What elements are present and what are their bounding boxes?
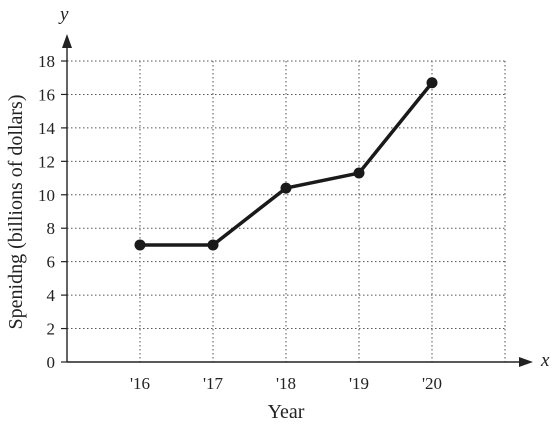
x-axis-title: Year — [268, 401, 305, 423]
data-point — [353, 167, 365, 179]
y-tick-label: 0 — [47, 353, 56, 372]
y-tick-label: 8 — [47, 219, 56, 238]
x-tick-label: '20 — [422, 374, 442, 393]
series-line — [138, 80, 434, 247]
y-tick-label: 18 — [38, 52, 55, 71]
y-axis-letter: y — [58, 4, 69, 25]
axes — [62, 34, 533, 367]
x-tick-label: '19 — [349, 374, 369, 393]
y-axis-arrow — [62, 34, 72, 48]
y-tick-label: 14 — [38, 119, 56, 138]
tick-labels: 0 2 4 6 8 10 12 14 16 18 '16 '17 '18 '19 '20 — [38, 52, 442, 393]
data-point — [134, 239, 146, 251]
x-axis-arrow — [519, 357, 533, 367]
y-tick-label: 2 — [47, 320, 56, 339]
data-point — [207, 239, 219, 251]
x-tick-label: '16 — [130, 374, 150, 393]
data-point — [426, 77, 438, 89]
y-tick-label: 4 — [47, 286, 56, 305]
x-axis-letter: x — [540, 350, 550, 371]
data-point — [280, 182, 292, 194]
grid-lines — [61, 60, 506, 363]
y-tick-label: 12 — [38, 152, 55, 171]
x-tick-label: '17 — [203, 374, 224, 393]
x-tick-label: '18 — [276, 374, 296, 393]
series — [134, 77, 438, 251]
y-tick-label: 16 — [38, 85, 55, 104]
y-axis-title: Spenidng (billions of dollars) — [5, 95, 27, 330]
y-tick-label: 6 — [47, 253, 56, 272]
y-tick-label: 10 — [38, 186, 55, 205]
